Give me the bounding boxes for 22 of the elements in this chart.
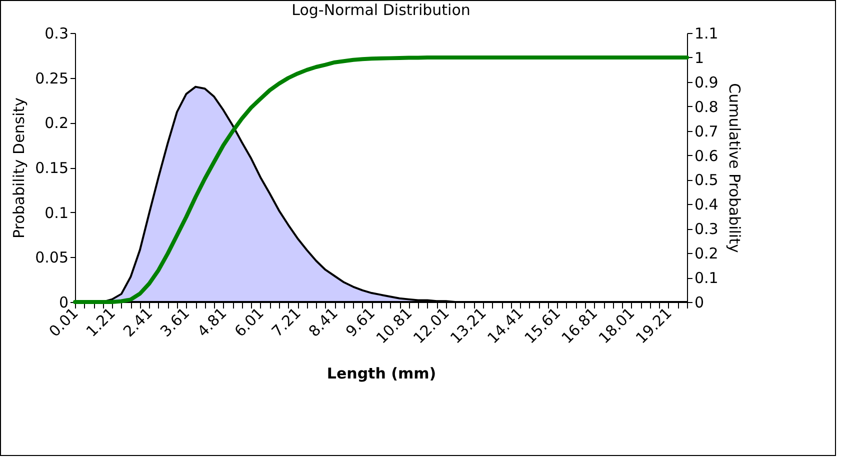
y2-tick-label: 1: [694, 48, 704, 67]
y2-tick-label: 0.7: [694, 122, 718, 140]
y-tick-label: 0.3: [44, 24, 68, 42]
y-tick-label: 0.1: [44, 204, 68, 222]
y2-tick-label: 0: [694, 294, 704, 312]
y-tick-label: 0.15: [35, 159, 68, 177]
chart-title: Log-Normal Distribution: [292, 1, 470, 19]
y2-tick-label: 0.2: [694, 244, 718, 263]
y-tick-label: 0.25: [35, 69, 68, 88]
y2-tick-label: 0.6: [694, 146, 718, 165]
y2-tick-label: 0.9: [694, 73, 718, 92]
x-axis-title: Length (mm): [326, 364, 436, 383]
y2-tick-label: 0.4: [694, 196, 718, 214]
y2-axis-title: Cumulative Probability: [725, 83, 744, 253]
y2-tick-label: 0.5: [694, 171, 718, 190]
y2-tick-label: 1.1: [694, 24, 718, 42]
y-tick-label: 0.05: [35, 248, 68, 267]
y2-tick-label: 0.8: [694, 98, 718, 116]
y-tick-label: 0.2: [44, 114, 68, 132]
y-axis-title: Probability Density: [10, 97, 28, 239]
y2-tick-label: 0.1: [694, 269, 718, 288]
y2-tick-label: 0.3: [694, 220, 718, 238]
